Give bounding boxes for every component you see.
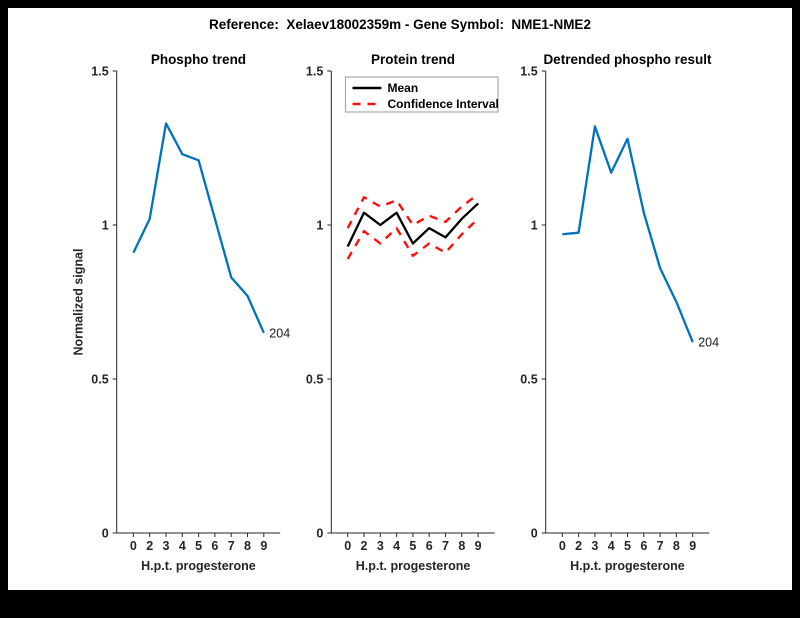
y-tick-label: 0 xyxy=(531,527,538,541)
x-tick-label: 5 xyxy=(409,539,416,553)
y-tick-label: 1 xyxy=(531,219,538,233)
series-mean xyxy=(346,202,479,248)
y-tick-label: 0.5 xyxy=(91,373,108,387)
x-axis-label: H.p.t. progesterone xyxy=(356,559,471,573)
legend-label: Mean xyxy=(388,81,419,95)
x-tick-label: 7 xyxy=(657,539,664,553)
x-tick-label: 0 xyxy=(344,539,351,553)
x-tick-label: 2 xyxy=(361,539,368,553)
figure-title: Reference: Xelaev18002359m - Gene Symbol… xyxy=(209,17,591,32)
x-tick-label: 7 xyxy=(442,539,449,553)
chart-title: Protein trend xyxy=(371,52,455,67)
x-tick-label: 8 xyxy=(458,539,465,553)
y-tick-label: 1.5 xyxy=(520,65,537,79)
x-tick-label: 3 xyxy=(591,539,598,553)
x-tick-label: 7 xyxy=(228,539,235,553)
x-tick-label: 9 xyxy=(689,539,696,553)
x-tick-label: 9 xyxy=(475,539,482,553)
x-tick-label: 3 xyxy=(163,539,170,553)
x-tick-label: 3 xyxy=(377,539,384,553)
x-tick-label: 6 xyxy=(640,539,647,553)
y-tick-label: 1 xyxy=(316,219,323,233)
x-tick-label: 8 xyxy=(673,539,680,553)
x-axis-label: H.p.t. progesterone xyxy=(141,559,256,573)
series-confidence-interval-lower xyxy=(346,217,479,260)
chart-title: Detrended phospho result xyxy=(543,52,712,67)
series-phospho-trend xyxy=(132,122,265,334)
y-tick-label: 0 xyxy=(316,527,323,541)
chart-title: Phospho trend xyxy=(151,52,246,67)
x-tick-label: 6 xyxy=(211,539,218,553)
series-detrended-phospho xyxy=(562,125,694,343)
y-tick-label: 0.5 xyxy=(520,373,537,387)
endpoint-label: 204 xyxy=(698,336,719,350)
x-tick-label: 8 xyxy=(244,539,251,553)
y-tick-label: 0.5 xyxy=(306,373,323,387)
legend-label: Confidence Interval xyxy=(388,97,499,111)
x-tick-label: 4 xyxy=(608,539,615,553)
x-tick-label: 4 xyxy=(393,539,400,553)
y-tick-label: 1.5 xyxy=(91,65,108,79)
y-axis-label: Normalized signal xyxy=(72,249,86,356)
y-tick-label: 1 xyxy=(102,219,109,233)
x-tick-label: 4 xyxy=(179,539,186,553)
x-axis-label: H.p.t. progesterone xyxy=(570,559,685,573)
x-tick-label: 9 xyxy=(260,539,267,553)
x-tick-label: 5 xyxy=(195,539,202,553)
y-tick-label: 0 xyxy=(102,527,109,541)
x-tick-label: 2 xyxy=(146,539,153,553)
x-tick-label: 0 xyxy=(559,539,566,553)
endpoint-label: 204 xyxy=(269,326,290,340)
y-tick-label: 1.5 xyxy=(306,65,323,79)
series-confidence-interval-upper xyxy=(346,193,479,229)
x-tick-label: 2 xyxy=(575,539,582,553)
x-tick-label: 6 xyxy=(426,539,433,553)
x-tick-label: 5 xyxy=(624,539,631,553)
x-tick-label: 0 xyxy=(130,539,137,553)
legend-box xyxy=(344,76,499,113)
